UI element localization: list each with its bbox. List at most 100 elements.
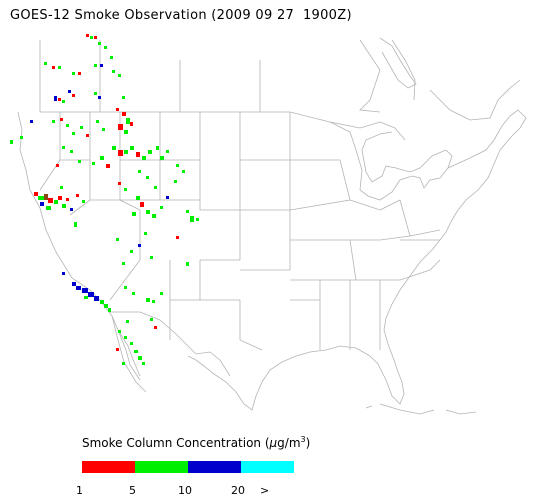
smoke-pixel [154,186,157,189]
smoke-pixel [88,292,94,297]
smoke-pixel [44,194,48,200]
smoke-pixel [190,216,194,222]
smoke-pixel [96,120,99,123]
smoke-pixel [132,212,136,216]
smoke-pixel [100,300,104,304]
smoke-pixel [62,272,65,275]
smoke-pixel [130,342,133,345]
smoke-map[interactable] [0,0,540,430]
smoke-pixel [124,286,127,289]
smoke-pixel [148,150,152,154]
hudson-bay [379,37,417,89]
legend-tick-greater: > [260,484,270,497]
smoke-pixel [174,180,177,183]
smoke-pixel [54,96,57,101]
smoke-pixel [62,146,65,149]
legend-bin-5-10 [135,461,188,473]
smoke-pixel [116,108,119,111]
canada-boundaries [39,39,521,121]
smoke-pixel [132,292,135,295]
smoke-pixel [62,100,65,103]
smoke-pixel [150,318,153,321]
smoke-pixel [186,210,189,213]
smoke-pixel [58,98,61,101]
smoke-pixel [118,150,123,156]
smoke-pixel [142,156,146,160]
smoke-pixel [146,298,150,302]
smoke-pixel [140,202,144,207]
legend-bin-1-5 [82,461,135,473]
smoke-pixel [30,120,33,123]
smoke-pixel [138,356,142,360]
smoke-pixel [166,196,169,199]
smoke-pixel [130,146,134,150]
smoke-pixels [10,34,199,365]
smoke-pixel [92,162,95,165]
smoke-pixel [98,42,101,45]
legend-tick-5: 5 [129,484,136,497]
smoke-pixel [94,92,97,95]
smoke-pixel [90,36,93,39]
smoke-pixel [76,286,81,290]
legend-tick-10: 10 [178,484,192,497]
smoke-pixel [76,194,79,197]
smoke-pixel [80,126,83,129]
smoke-pixel [136,152,140,157]
smoke-pixel [150,256,153,259]
smoke-pixel [108,308,111,312]
smoke-pixel [146,176,149,179]
smoke-pixel [130,250,133,253]
smoke-pixel [60,186,63,189]
smoke-pixel [138,244,141,247]
smoke-pixel [54,200,58,204]
legend-title-prefix: Smoke Column Concentration ( [82,436,270,450]
smoke-pixel [66,198,69,201]
legend-title-suffix: ) [305,436,311,450]
smoke-pixel [48,198,53,203]
smoke-pixel [126,118,130,124]
legend-unit-mu: μ [269,436,278,450]
smoke-pixel [82,288,88,293]
smoke-pixel [84,296,88,299]
smoke-pixel [58,66,61,69]
smoke-pixel [70,208,73,211]
west-coastline [17,111,141,381]
smoke-pixel [122,112,126,116]
great-lakes [329,121,453,201]
smoke-pixel [118,74,121,77]
smoke-pixel [56,164,59,167]
smoke-pixel [72,132,75,135]
smoke-pixel [116,238,119,241]
northern-border [40,111,406,141]
smoke-pixel [152,300,155,303]
east-coastline [369,209,459,405]
smoke-pixel [72,94,75,97]
smoke-pixel [86,134,89,137]
legend-bin-10-20 [188,461,241,473]
smoke-pixel [182,170,185,173]
smoke-pixel [100,156,104,160]
smoke-pixel [40,202,44,206]
smoke-pixel [112,70,115,73]
legend-unit-main: g/m [277,436,301,450]
smoke-pixel [106,164,110,168]
smoke-pixel [68,90,71,93]
smoke-pixel [72,72,75,75]
smoke-pixel [100,64,103,67]
smoke-pixel [20,136,23,139]
smoke-pixel [104,46,107,49]
smoke-pixel [166,150,169,153]
smoke-pixel [124,188,127,191]
smoke-pixel [10,140,13,144]
legend-unit-sup: 3 [300,435,306,444]
smoke-pixel [74,222,77,227]
smoke-pixel [156,146,159,150]
northeast-coast [447,109,527,211]
smoke-pixel [146,210,150,214]
smoke-pixel [86,34,89,37]
legend-title: Smoke Column Concentration (μg/m3) [82,435,310,450]
gulf-coastline [187,345,371,411]
smoke-pixel [94,296,99,301]
map-title: GOES-12 Smoke Observation (2009 09 27 19… [10,8,352,23]
smoke-pixel [62,204,66,208]
